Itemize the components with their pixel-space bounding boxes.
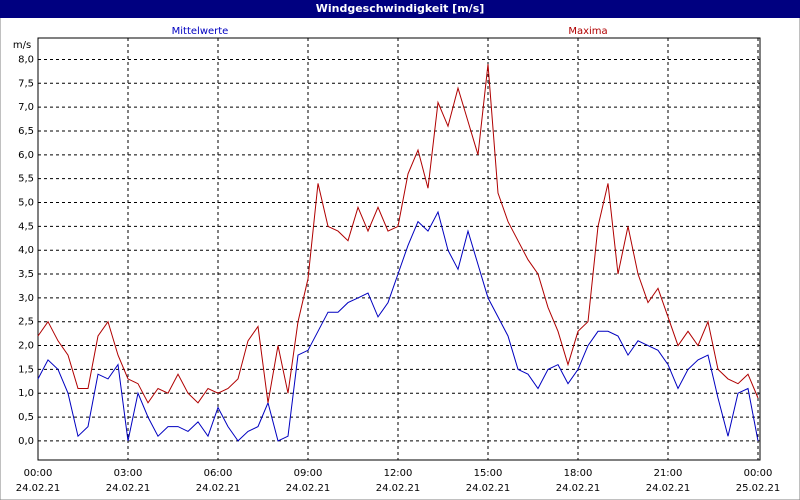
x-tick-label: 00:00 xyxy=(24,468,53,479)
chart-title: Windgeschwindigkeit [m/s] xyxy=(316,2,485,15)
y-tick-label: 7,0 xyxy=(18,102,34,113)
y-tick-label: 3,0 xyxy=(18,293,34,304)
y-tick-label: 4,0 xyxy=(18,245,34,256)
x-date-label: 24.02.21 xyxy=(376,483,421,494)
x-tick-label: 12:00 xyxy=(384,468,413,479)
x-date-label: 24.02.21 xyxy=(16,483,61,494)
y-tick-label: 1,0 xyxy=(18,388,34,399)
y-tick-label: 8,0 xyxy=(18,54,34,65)
y-unit: m/s xyxy=(13,40,31,51)
y-tick-label: 1,5 xyxy=(18,364,34,375)
x-tick-label: 18:00 xyxy=(564,468,593,479)
title-bar xyxy=(0,0,800,18)
y-tick-label: 0,5 xyxy=(18,412,34,423)
legend-entry: Mittelwerte xyxy=(172,26,229,37)
y-tick-label: 2,0 xyxy=(18,341,34,352)
x-date-label: 24.02.21 xyxy=(466,483,511,494)
x-tick-label: 06:00 xyxy=(204,468,233,479)
x-tick-label: 09:00 xyxy=(294,468,323,479)
y-tick-label: 2,5 xyxy=(18,317,34,328)
y-tick-label: 5,5 xyxy=(18,174,34,185)
x-tick-label: 21:00 xyxy=(654,468,683,479)
series-line xyxy=(37,210,759,442)
x-tick-label: 15:00 xyxy=(474,468,503,479)
x-date-label: 24.02.21 xyxy=(196,483,241,494)
y-tick-label: 7,5 xyxy=(18,78,34,89)
series-line xyxy=(37,64,759,404)
y-tick-label: 4,5 xyxy=(18,221,34,232)
y-tick-label: 0,0 xyxy=(18,436,34,447)
x-date-label: 24.02.21 xyxy=(106,483,151,494)
x-date-label: 25.02.21 xyxy=(736,483,781,494)
x-tick-label: 00:00 xyxy=(744,468,773,479)
y-tick-label: 6,5 xyxy=(18,126,34,137)
y-tick-label: 5,0 xyxy=(18,198,34,209)
x-date-label: 24.02.21 xyxy=(286,483,331,494)
x-date-label: 24.02.21 xyxy=(646,483,691,494)
x-tick-label: 03:00 xyxy=(114,468,143,479)
legend-entry: Maxima xyxy=(568,26,607,37)
y-tick-label: 6,0 xyxy=(18,150,34,161)
x-date-label: 24.02.21 xyxy=(556,483,601,494)
y-tick-label: 3,5 xyxy=(18,269,34,280)
